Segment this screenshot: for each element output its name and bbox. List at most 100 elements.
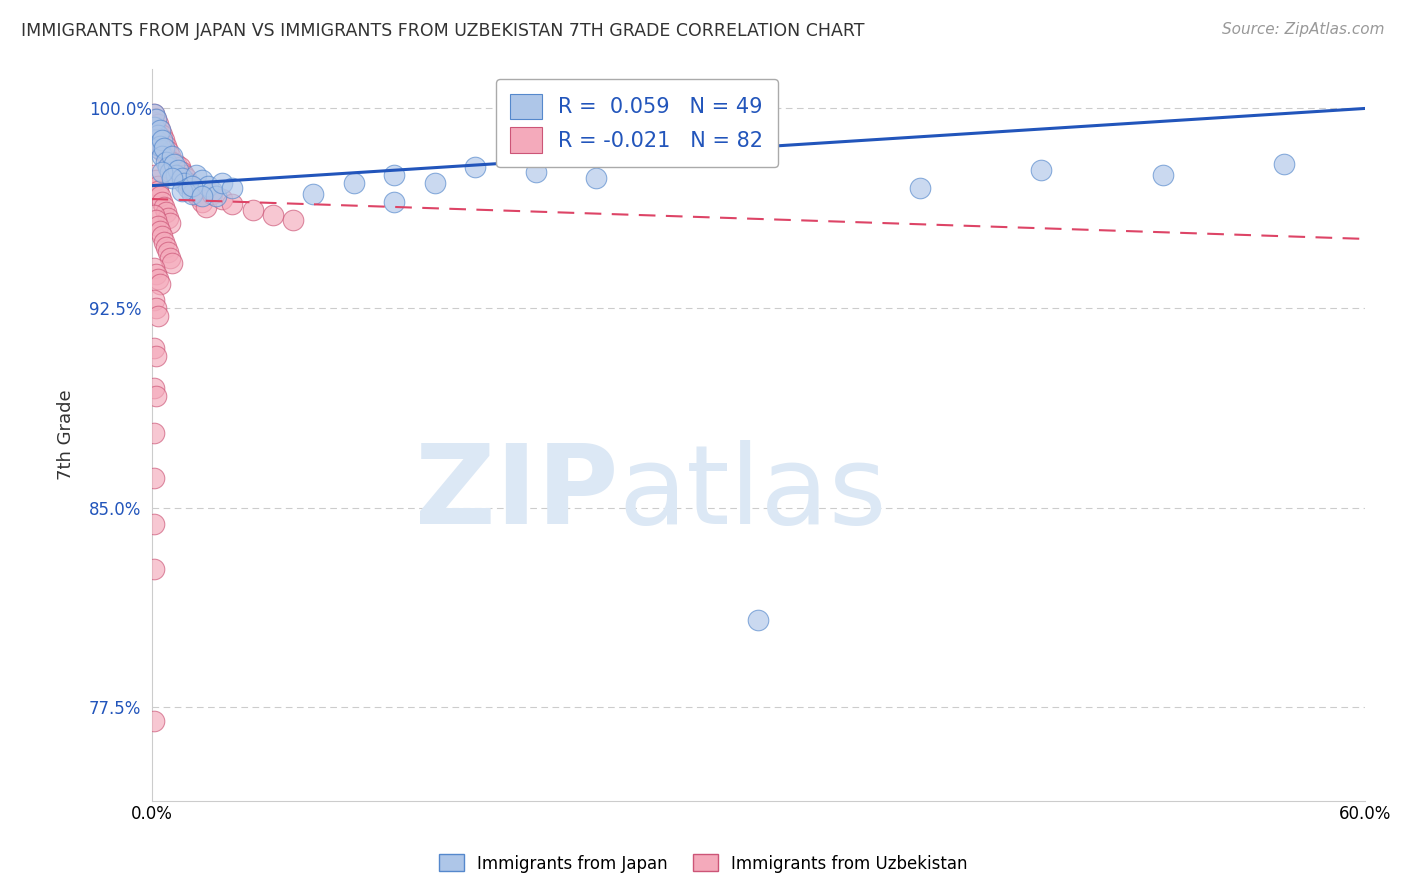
Point <box>152 141 174 155</box>
Point <box>146 272 169 286</box>
Point <box>146 219 169 233</box>
Point <box>142 714 165 728</box>
Point <box>170 184 193 198</box>
Point <box>159 157 181 171</box>
Point <box>163 160 186 174</box>
Point <box>156 152 179 166</box>
Point <box>142 122 165 136</box>
Point <box>155 154 177 169</box>
Point <box>159 149 181 163</box>
Point <box>142 516 165 531</box>
Point <box>142 107 165 121</box>
Point <box>146 133 169 147</box>
Point <box>160 256 183 270</box>
Point <box>150 128 173 142</box>
Point <box>170 170 193 185</box>
Point <box>142 168 165 182</box>
Y-axis label: 7th Grade: 7th Grade <box>58 389 75 480</box>
Point <box>149 122 172 136</box>
Point <box>197 178 219 193</box>
Point <box>183 184 205 198</box>
Point <box>160 170 183 185</box>
Point <box>302 186 325 201</box>
Point <box>146 125 169 139</box>
Point <box>184 168 207 182</box>
Point <box>145 301 167 315</box>
Point <box>142 261 165 276</box>
Legend: Immigrants from Japan, Immigrants from Uzbekistan: Immigrants from Japan, Immigrants from U… <box>432 847 974 880</box>
Point <box>159 216 181 230</box>
Point <box>142 115 165 129</box>
Point <box>1031 162 1053 177</box>
Point <box>166 162 188 177</box>
Point <box>149 138 172 153</box>
Point <box>145 133 167 147</box>
Point <box>155 146 177 161</box>
Point <box>177 176 200 190</box>
Point <box>159 251 181 265</box>
Point <box>221 181 243 195</box>
Point <box>165 168 187 182</box>
Point <box>191 173 214 187</box>
Point <box>1272 157 1295 171</box>
Point <box>173 176 195 190</box>
Point <box>187 189 209 203</box>
Point <box>156 144 179 158</box>
Point <box>174 170 197 185</box>
Point <box>221 197 243 211</box>
Point <box>150 144 173 158</box>
Point <box>281 213 304 227</box>
Point <box>150 165 173 179</box>
Point <box>145 120 167 134</box>
Point <box>145 389 167 403</box>
Point <box>181 181 204 195</box>
Point <box>145 213 167 227</box>
Text: ZIP: ZIP <box>415 440 619 547</box>
Point <box>152 133 174 147</box>
Point <box>155 138 177 153</box>
Point <box>152 235 174 249</box>
Point <box>146 117 169 131</box>
Point <box>142 293 165 307</box>
Text: IMMIGRANTS FROM JAPAN VS IMMIGRANTS FROM UZBEKISTAN 7TH GRADE CORRELATION CHART: IMMIGRANTS FROM JAPAN VS IMMIGRANTS FROM… <box>21 22 865 40</box>
Text: atlas: atlas <box>619 440 887 547</box>
Legend: R =  0.059   N = 49, R = -0.021   N = 82: R = 0.059 N = 49, R = -0.021 N = 82 <box>496 78 778 168</box>
Point <box>181 178 204 193</box>
Point <box>184 186 207 201</box>
Point <box>142 562 165 576</box>
Point <box>150 229 173 244</box>
Point <box>142 208 165 222</box>
Point <box>262 208 284 222</box>
Point <box>145 349 167 363</box>
Point <box>155 240 177 254</box>
Point <box>191 194 214 209</box>
Point <box>150 149 173 163</box>
Point <box>145 173 167 187</box>
Point <box>908 181 931 195</box>
Point <box>170 165 193 179</box>
Point <box>343 176 366 190</box>
Point <box>150 194 173 209</box>
Point <box>423 176 446 190</box>
Point <box>142 341 165 355</box>
Point <box>181 186 204 201</box>
Point <box>155 205 177 219</box>
Point <box>201 184 224 198</box>
Point <box>464 160 486 174</box>
Point <box>142 471 165 485</box>
Point <box>169 160 191 174</box>
Point <box>747 613 769 627</box>
Point <box>146 141 169 155</box>
Point <box>166 162 188 177</box>
Point <box>150 133 173 147</box>
Point <box>211 176 233 190</box>
Point <box>160 162 183 177</box>
Point <box>142 381 165 395</box>
Point <box>142 107 165 121</box>
Point <box>145 267 167 281</box>
Point <box>145 128 167 142</box>
Point <box>159 165 181 179</box>
Point <box>160 149 183 163</box>
Point <box>242 202 264 217</box>
Point <box>382 168 405 182</box>
